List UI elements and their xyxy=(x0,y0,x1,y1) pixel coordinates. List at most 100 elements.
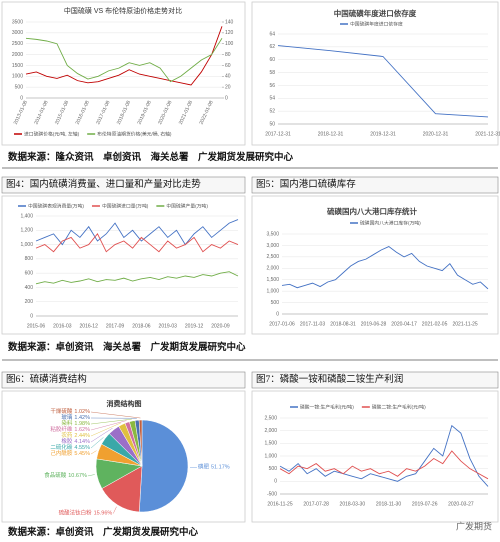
y-tick-label: 2000 xyxy=(12,52,23,58)
series-line xyxy=(25,26,223,86)
slice-name: 二硫化碳 xyxy=(50,443,73,451)
series-line xyxy=(25,37,223,83)
caption-box xyxy=(251,176,499,194)
x-tick-label: 2020-09 xyxy=(211,323,230,329)
y-tick-label: 0 xyxy=(276,311,279,317)
legend-label: 中国硫磺产量(万吨) xyxy=(166,202,208,209)
x-tick-label: 2017-12-31 xyxy=(265,131,291,137)
chart-title: 中国硫磺年度进口依存度 xyxy=(334,8,417,18)
series-line xyxy=(279,450,489,480)
x-tick-label: 2021-12-31 xyxy=(475,131,500,137)
x-tick-label: 2019-12-31 xyxy=(370,131,396,137)
y-tick-label: 1,000 xyxy=(266,288,279,294)
slice-name: 硫酸法钛白粉 xyxy=(59,509,93,517)
legend-label: 硫磺国内八大港口库存(万吨) xyxy=(360,219,421,226)
y-tick-label: 64 xyxy=(269,31,275,37)
leader-line xyxy=(90,418,132,425)
x-tick-label: 2019-06-28 xyxy=(361,321,387,327)
slice-label: 粘胶纤维 1.62% xyxy=(50,425,90,433)
panel xyxy=(251,195,499,335)
source: 数据来源：隆众资讯 卓创资讯 海关总署 广发期货发展研究中心 xyxy=(7,151,294,163)
slice-label: 玻璃 1.42% xyxy=(61,413,90,421)
caption: 图5：国内港口硫磺库存 xyxy=(256,178,356,190)
slice-label: 干燥硫酸 1.02% xyxy=(50,407,90,415)
y-tick-label: 1500 xyxy=(12,63,23,69)
y-tick-label: 1000 xyxy=(12,74,23,80)
legend-label: 磷酸一铵:生产毛利(元/吨) xyxy=(300,403,354,410)
y-tick-label: 0 xyxy=(225,95,228,101)
x-tick-label: 2018-12-31 xyxy=(318,131,344,137)
slice-label: 己内酰胺 5.45% xyxy=(50,449,90,457)
y-tick-label: 140 xyxy=(225,19,234,25)
leader-line xyxy=(90,422,122,437)
slice-name: 干燥硫酸 xyxy=(50,407,73,415)
y-tick-label: 200 xyxy=(25,299,34,305)
slice-label: 磷肥 51.17% xyxy=(198,463,230,471)
x-tick-label: 2020-04-17 xyxy=(391,321,417,327)
y-tick-label: 80 xyxy=(225,52,231,58)
x-tick-label: 2017-07-28 xyxy=(303,501,329,507)
leader-line xyxy=(113,506,117,514)
pie-slice xyxy=(138,419,143,467)
legend-label: 中国硫磺表观消费量(万吨) xyxy=(28,202,84,209)
legend-label: 中国硫磺年度进口依存度 xyxy=(350,20,403,27)
slice-label: 农药 2.44% xyxy=(61,431,90,439)
x-tick-label: 2017-09 xyxy=(106,323,125,329)
slice-value: 51.17% xyxy=(211,465,230,471)
leader-line xyxy=(90,420,127,431)
y-tick-label: 2,500 xyxy=(264,415,277,421)
y-tick-label: 58 xyxy=(269,70,275,76)
x-tick-label: 2016-12 xyxy=(80,323,99,329)
x-tick-label: 2018-06 xyxy=(132,323,151,329)
slice-name: 己内酰胺 xyxy=(50,449,73,457)
chart-title: 中国硫磺 VS 布伦特原油价格走势对比 xyxy=(64,6,182,15)
x-tick-label: 2017-01-06 xyxy=(269,321,295,327)
panel xyxy=(1,1,246,146)
leader-line xyxy=(90,411,141,419)
slice-label: 二硫化碳 4.55% xyxy=(50,443,90,451)
slice-value: 1.62% xyxy=(74,427,90,433)
x-tick-label: 2016-03 xyxy=(53,323,72,329)
y-tick-label: 2,000 xyxy=(264,428,277,434)
y-tick-label: 1,200 xyxy=(20,228,33,234)
slice-value: 2.44% xyxy=(74,433,90,439)
y-tick-label: 0 xyxy=(30,313,33,319)
slice-label: 橡胶 4.14% xyxy=(61,437,90,445)
slice-value: 15.96% xyxy=(94,511,113,517)
y-tick-label: 0 xyxy=(20,95,23,101)
y-tick-label: 1,400 xyxy=(20,213,33,219)
source: 数据来源：卓创资讯 海关总署 广发期货发展研究中心 xyxy=(7,341,246,353)
slice-value: 10.67% xyxy=(68,473,87,479)
series-line xyxy=(281,246,489,290)
x-tick-label: 2017-11-03 xyxy=(300,321,325,327)
y-tick-label: 3500 xyxy=(12,19,23,25)
x-tick-label: 2021-02-05 xyxy=(422,321,448,327)
series-line xyxy=(35,271,239,285)
y-tick-label: 800 xyxy=(25,256,34,262)
caption: 图6：硫磺消费结构 xyxy=(6,373,87,385)
y-tick-label: 2,000 xyxy=(266,266,279,272)
caption-box xyxy=(251,371,499,389)
y-tick-label: 3000 xyxy=(12,30,23,36)
panel xyxy=(1,195,246,335)
y-tick-label: 500 xyxy=(271,300,280,306)
y-tick-label: 1,500 xyxy=(264,441,277,447)
legend-label: 布伦特原油期货价格(美元/桶, 右轴) xyxy=(97,130,172,137)
slice-name: 玻璃 xyxy=(61,413,73,421)
slice-name: 食品硫酸 xyxy=(44,471,67,479)
slice-label: 硫酸法钛白粉 15.96% xyxy=(59,509,113,517)
series-line xyxy=(277,45,489,118)
y-tick-label: 60 xyxy=(269,57,275,63)
slice-name: 农药 xyxy=(61,431,73,439)
x-tick-label: 2019-07-26 xyxy=(412,501,438,507)
y-tick-label: 1,000 xyxy=(20,242,33,248)
y-tick-label: 60 xyxy=(225,63,231,69)
x-tick-label: 2020-03-27 xyxy=(448,501,474,507)
slice-value: 1.98% xyxy=(74,421,90,427)
y-tick-label: 50 xyxy=(269,121,275,127)
x-tick-label: 2016-11-25 xyxy=(267,501,292,507)
x-tick-label: 2018-03-30 xyxy=(340,501,366,507)
panel xyxy=(251,390,499,523)
y-tick-label: 3,500 xyxy=(266,231,279,237)
y-tick-label: 100 xyxy=(225,41,234,47)
